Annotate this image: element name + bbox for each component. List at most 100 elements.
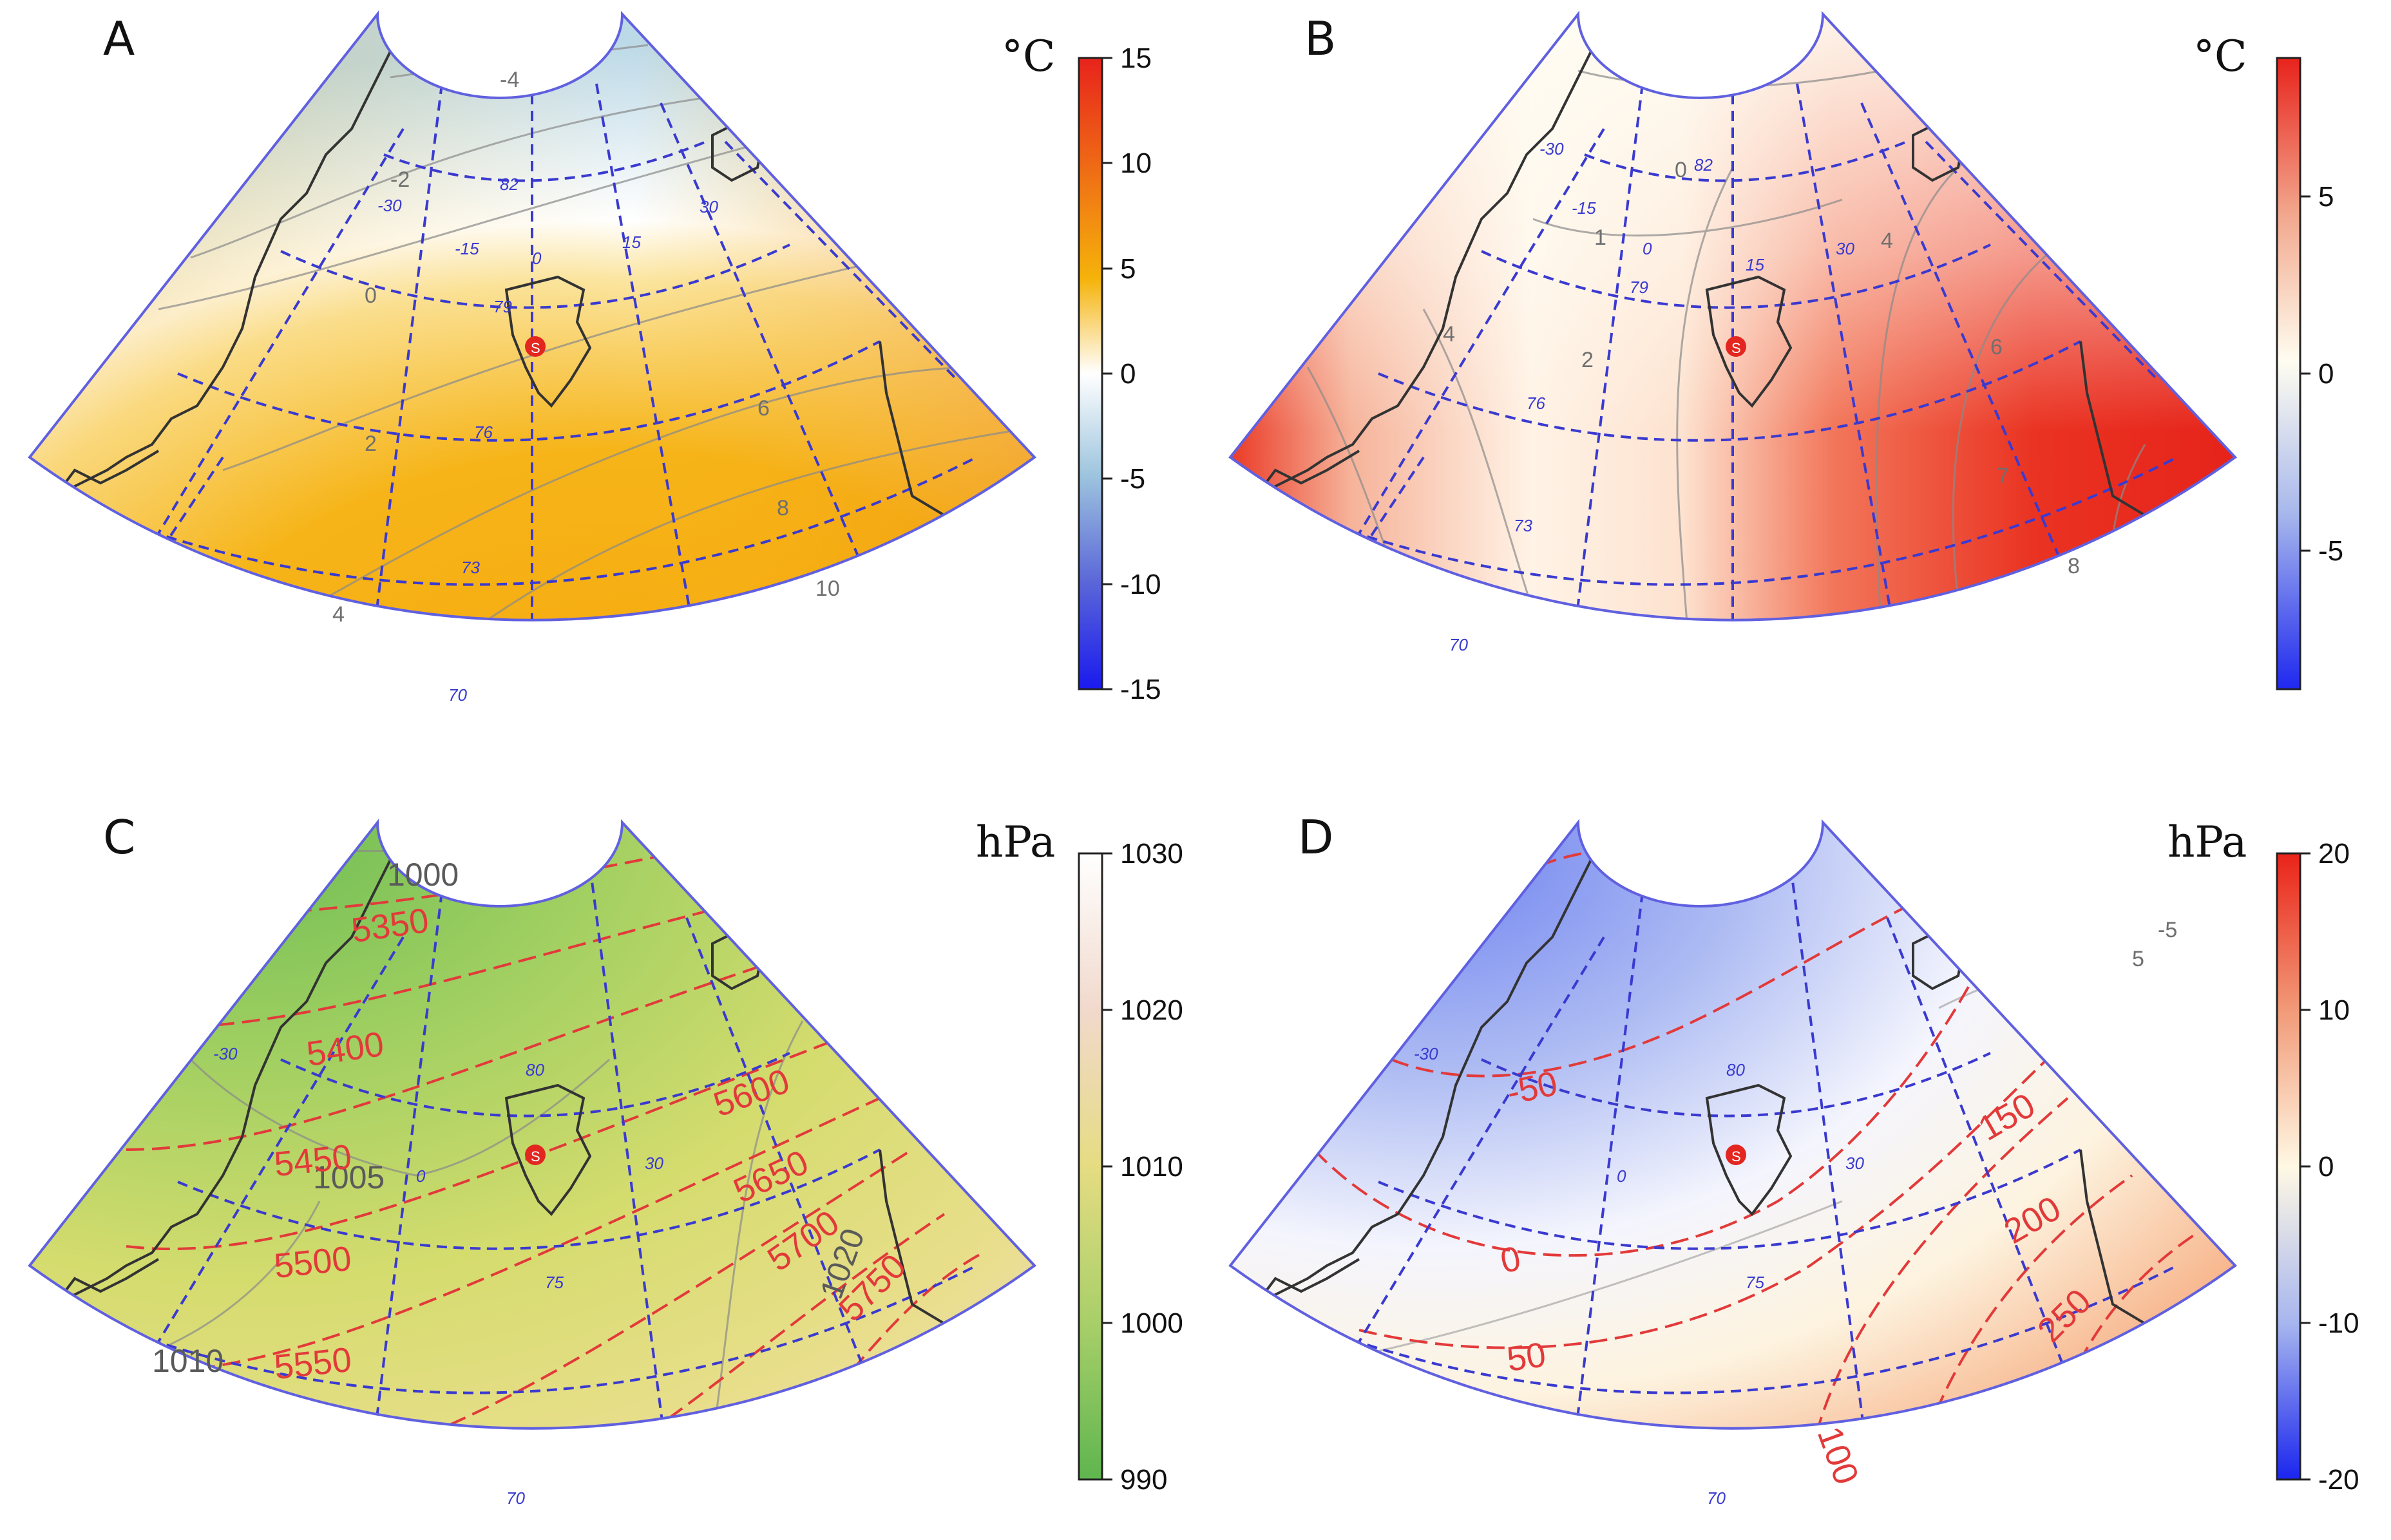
- panel-letter: A: [103, 12, 135, 66]
- panel-a: A: [28, 10, 1161, 705]
- grid-label: 82: [1694, 155, 1713, 175]
- contour-label: -2: [390, 167, 410, 192]
- grid-label: 79: [1630, 278, 1648, 297]
- station-marker: S: [1726, 1145, 1746, 1165]
- grid-label: -30: [377, 196, 402, 215]
- colorbar-tick-label: 15: [1120, 43, 1152, 74]
- panel-letter: B: [1304, 12, 1336, 66]
- contour-label: 8: [777, 496, 789, 520]
- colorbar-tick-label: 0: [2318, 1151, 2334, 1183]
- colorbar-tick-label: 20: [2318, 838, 2350, 870]
- grid-label: 30: [645, 1154, 663, 1173]
- colorbar-ticks: 5 0 -5: [2300, 181, 2343, 567]
- colorbar-a: °C 15 10 5 0 -5 -10 -15: [1002, 32, 1161, 705]
- colorbar-bar: [1078, 852, 1103, 1481]
- grid-label: -30: [213, 1044, 238, 1063]
- colorbar-d: hPa 20 10 0 -10 -20: [2167, 817, 2359, 1496]
- map-border: [1228, 10, 2238, 622]
- graticule: [86, 866, 977, 1429]
- grid-label: 30: [700, 197, 718, 216]
- map-sector: -30 80 0 30 75 70 -5 5 -50 0 50 100 150 …: [1228, 819, 2238, 1508]
- colorbar-tick-label: 1020: [1120, 994, 1183, 1026]
- contour-label: 7: [1997, 464, 2009, 488]
- colorbar-tick-label: 5: [2318, 181, 2334, 213]
- grid-label: 73: [1514, 516, 1532, 535]
- contour-label: 6: [1990, 335, 2003, 359]
- contour-label: 0: [1675, 158, 1687, 182]
- grid-label: 76: [1527, 394, 1545, 413]
- colorbar-unit: hPa: [2167, 817, 2247, 867]
- grid-label: 75: [1746, 1273, 1764, 1292]
- pressure-anomaly-field: [1230, 822, 2235, 1429]
- grid-label: 79: [493, 297, 512, 316]
- colorbar-tick-label: 10: [2318, 994, 2350, 1026]
- colorbar-tick-label: -20: [2318, 1464, 2359, 1496]
- contour-label: 4: [1443, 322, 1455, 347]
- map-sector: -30 82 -15 0 15 30 79 76 73 70 -4 -2 0 2…: [28, 10, 1037, 705]
- colorbar-tick-label: 10: [1120, 147, 1152, 179]
- station-marker: S: [525, 336, 546, 357]
- graticule: [1287, 77, 2178, 620]
- colorbar-tick-label: -5: [2318, 535, 2343, 567]
- contour-label: 5450: [272, 1137, 354, 1184]
- station-dot: [1726, 1145, 1746, 1165]
- colorbar-tick-label: 990: [1120, 1464, 1167, 1496]
- colorbar-tick-label: 1030: [1120, 838, 1183, 870]
- contour-label: -4: [500, 68, 519, 92]
- contour-label: 1005: [313, 1159, 385, 1195]
- colorbar-tick-label: 0: [1120, 358, 1136, 390]
- contour-label: 5500: [272, 1239, 354, 1286]
- grid-label: 0: [532, 249, 542, 268]
- map-border: [28, 10, 1037, 622]
- contour-label: 5550: [272, 1340, 354, 1387]
- grid-label: 80: [1726, 1060, 1745, 1079]
- graticule: [1287, 866, 2178, 1429]
- station-label: S: [1731, 340, 1741, 356]
- colorbar-bar: [1078, 57, 1103, 690]
- colorbar-tick-label: -15: [1120, 674, 1161, 705]
- contour-label: 4: [1881, 229, 1893, 253]
- contour-label: -5: [2158, 918, 2177, 942]
- colorbar-bar: [2276, 852, 2301, 1481]
- grid-label: 30: [1836, 239, 1854, 258]
- panel-c: C: [28, 810, 1183, 1508]
- colorbar-tick-label: -10: [1120, 569, 1161, 600]
- colorbar-tick-label: 0: [2318, 358, 2334, 390]
- station-label: S: [531, 340, 540, 356]
- colorbar-tick-label: 5: [1120, 253, 1136, 285]
- station-dot: [525, 1145, 546, 1165]
- colorbar-tick-label: -5: [1120, 463, 1145, 495]
- station-marker: S: [1726, 336, 1746, 357]
- grid-label: 15: [622, 233, 641, 252]
- colorbar-ticks: 20 10 0 -10 -20: [2300, 838, 2359, 1496]
- grid-label: -15: [455, 239, 479, 258]
- coastlines: [1235, 859, 2235, 1332]
- grid-label: 0: [416, 1166, 426, 1186]
- panel-b: B: [1228, 10, 2343, 690]
- station-dot: [1726, 336, 1746, 357]
- grid-label: 80: [526, 1060, 544, 1079]
- grid-label: 70: [1449, 635, 1468, 654]
- station-marker: S: [525, 1145, 546, 1165]
- grid-label: -30: [1539, 139, 1564, 158]
- colorbar-tick-label: 1010: [1120, 1151, 1183, 1183]
- grid-label: -15: [1572, 198, 1596, 218]
- grid-label: 0: [1617, 1166, 1626, 1186]
- map-sector: -30 82 -15 0 15 30 79 76 73 70 0 1 2 4 4…: [1228, 10, 2238, 654]
- contour-label: 100: [1810, 1421, 1866, 1489]
- contour-label: 1000: [387, 857, 459, 893]
- grid-label: 76: [474, 423, 493, 442]
- map-border: [28, 819, 1037, 1430]
- station-label: S: [531, 1148, 540, 1165]
- colorbar-c: hPa 1030 1020 1010 1000 990: [976, 817, 1183, 1496]
- contour-label: 8: [2068, 554, 2080, 578]
- grid-label: -30: [1414, 1044, 1438, 1063]
- panel-letter: C: [103, 810, 135, 864]
- contour-label: 10: [815, 576, 840, 601]
- colorbar-ticks: 15 10 5 0 -5 -10 -15: [1102, 43, 1161, 705]
- grid-label: 73: [461, 558, 480, 577]
- grid-label: 15: [1746, 255, 1764, 274]
- grid-label: 70: [506, 1488, 525, 1508]
- colorbar-b: °C 5 0 -5: [2193, 32, 2343, 690]
